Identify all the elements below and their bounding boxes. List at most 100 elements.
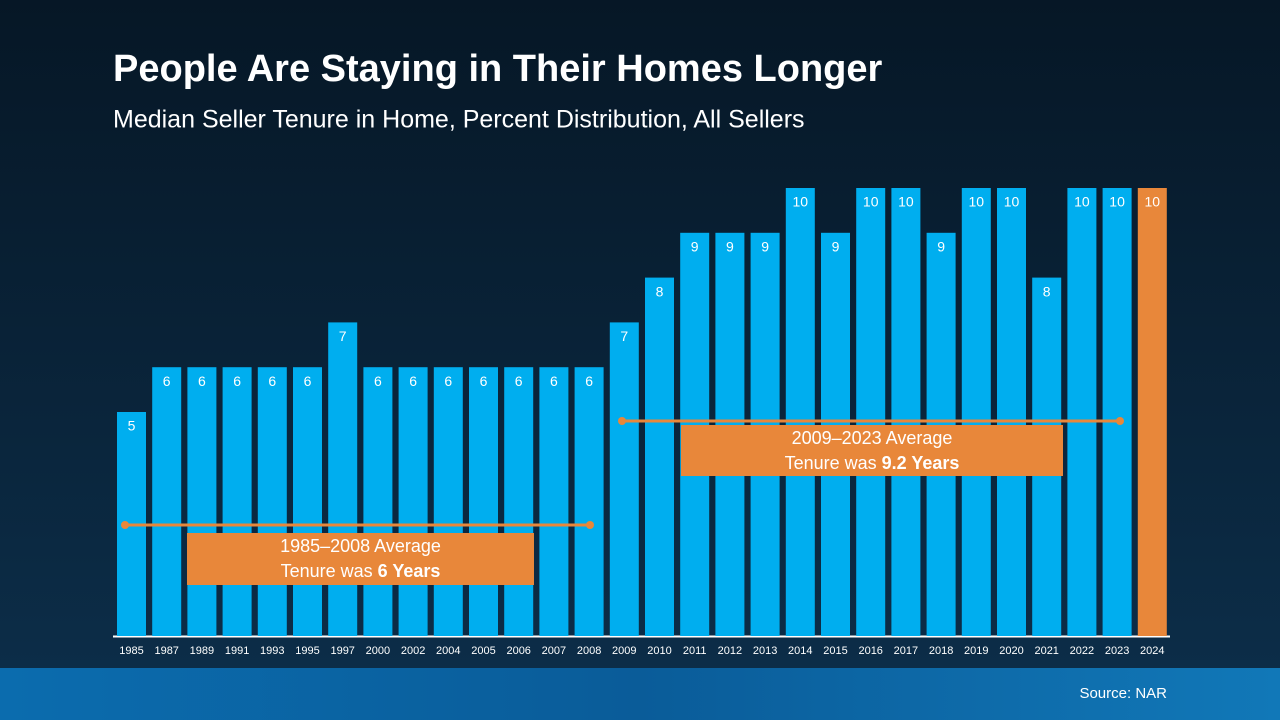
bar [398, 367, 428, 636]
value-label: 10 [1109, 194, 1125, 210]
source: Source: NAR [1079, 685, 1167, 702]
annotation-text: 1985–2008 Average [280, 536, 441, 556]
value-label: 6 [374, 373, 382, 389]
bar [187, 367, 217, 636]
bar [433, 367, 463, 636]
x-tick-label: 2011 [683, 645, 707, 657]
x-tick-label: 2006 [506, 645, 530, 657]
annotation-emphasis: 9.2 Years [882, 453, 960, 473]
bar [961, 188, 991, 636]
value-label: 10 [793, 194, 809, 210]
bar [363, 367, 393, 636]
annotation-text: Tenure was 6 Years [281, 561, 441, 581]
annotation-text-part: Tenure was [785, 453, 877, 473]
annotation-text: Tenure was 9.2 Years [785, 453, 960, 473]
x-tick-label: 2022 [1070, 645, 1094, 657]
annotation-box [681, 425, 1063, 476]
value-label: 6 [480, 373, 488, 389]
annotation-box [187, 533, 534, 585]
bar [1137, 188, 1167, 636]
value-label: 10 [1074, 194, 1090, 210]
x-tick-label: 1989 [190, 645, 214, 657]
value-label: 7 [339, 328, 347, 344]
bar [1102, 188, 1132, 636]
value-label: 5 [128, 418, 136, 434]
value-label: 9 [726, 239, 734, 255]
value-label: 10 [1004, 194, 1020, 210]
bar [293, 367, 322, 636]
value-label: 10 [1145, 194, 1161, 210]
x-tick-label: 2016 [858, 645, 882, 657]
x-tick-label: 2010 [647, 645, 671, 657]
chart-subtitle: Median Seller Tenure in Home, Percent Di… [113, 106, 805, 134]
x-tick-label: 2000 [366, 645, 390, 657]
value-label: 10 [863, 194, 879, 210]
value-label: 6 [268, 373, 276, 389]
value-label: 8 [656, 283, 664, 299]
x-tick-label: 2013 [753, 645, 777, 657]
x-tick-label: 2020 [999, 645, 1023, 657]
value-label: 6 [585, 373, 593, 389]
value-label: 8 [1043, 283, 1051, 299]
x-tick-label: 2021 [1034, 645, 1058, 657]
x-tick-label: 2008 [577, 645, 601, 657]
bar [856, 188, 886, 636]
x-tick-label: 1985 [119, 645, 143, 657]
x-tick-label: 1995 [295, 645, 319, 657]
bar [222, 367, 252, 636]
x-tick-label: 2007 [542, 645, 566, 657]
x-tick-label: 1987 [154, 645, 178, 657]
bar [645, 277, 674, 636]
bar [574, 367, 604, 636]
value-label: 6 [409, 373, 417, 389]
x-tick-label: 2012 [718, 645, 742, 657]
bar [609, 322, 639, 636]
value-label: 9 [761, 239, 769, 255]
x-tick-label: 2014 [788, 645, 812, 657]
x-tick-label: 2009 [612, 645, 636, 657]
x-tick-label: 2018 [929, 645, 953, 657]
x-tick-label: 1991 [225, 645, 249, 657]
bar [257, 367, 287, 636]
bar [152, 367, 182, 636]
annotation-emphasis: 6 Years [378, 561, 441, 581]
value-label: 6 [198, 373, 206, 389]
x-tick-label: 2004 [436, 645, 460, 657]
average-dot [121, 521, 129, 529]
x-tick-label: 2005 [471, 645, 495, 657]
bar [539, 367, 569, 636]
value-label: 10 [969, 194, 985, 210]
value-label: 9 [691, 239, 699, 255]
bar [891, 188, 921, 636]
value-label: 6 [444, 373, 452, 389]
x-tick-label: 1993 [260, 645, 284, 657]
bar [1067, 188, 1097, 636]
x-tick-label: 2024 [1140, 645, 1164, 657]
annotation-text: 2009–2023 Average [792, 428, 953, 448]
x-tick-label: 2019 [964, 645, 988, 657]
bar [328, 322, 358, 636]
value-label: 10 [898, 194, 914, 210]
bar [785, 188, 815, 636]
x-tick-label: 2023 [1105, 645, 1129, 657]
value-label: 6 [304, 373, 312, 389]
average-dot [618, 417, 626, 425]
x-tick-label: 2017 [894, 645, 918, 657]
average-dot [586, 521, 594, 529]
value-label: 6 [515, 373, 523, 389]
annotation-text-part: Tenure was [281, 561, 373, 581]
x-tick-label: 2015 [823, 645, 847, 657]
bar [469, 367, 498, 636]
value-label: 9 [937, 239, 945, 255]
average-dot [1116, 417, 1124, 425]
footer-band [0, 668, 1280, 720]
value-label: 6 [233, 373, 241, 389]
bar [504, 367, 534, 636]
bar [997, 188, 1026, 636]
value-label: 6 [163, 373, 171, 389]
x-tick-label: 1997 [330, 645, 354, 657]
value-label: 7 [620, 328, 628, 344]
value-label: 9 [832, 239, 840, 255]
value-label: 6 [550, 373, 558, 389]
